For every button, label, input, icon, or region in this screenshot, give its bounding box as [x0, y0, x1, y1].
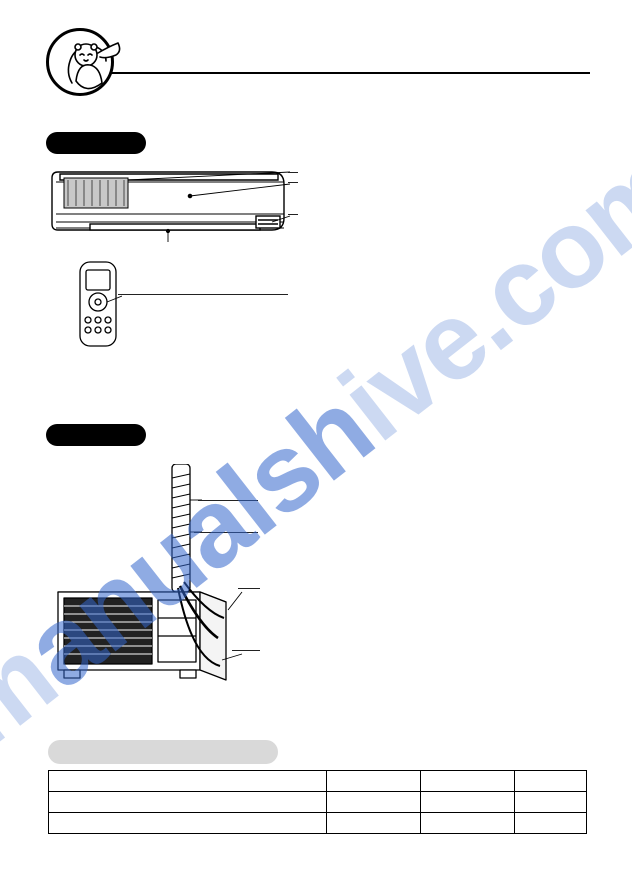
table-row: [49, 792, 587, 813]
indoor-callout-1: [288, 172, 298, 173]
outdoor-pipe-callout-1: [198, 500, 258, 501]
mascot-circle-icon: [46, 28, 114, 96]
table-row: [49, 771, 587, 792]
outdoor-unit-label-pill: [46, 424, 146, 446]
header-rule: [106, 72, 590, 74]
page-header: [46, 28, 590, 98]
outdoor-unit-diagram: [52, 464, 266, 694]
watermark-suffix: ive.com: [318, 123, 632, 464]
remote-control-diagram: [74, 260, 122, 350]
outdoor-low-callout: [232, 650, 260, 651]
indoor-unit-label-pill: [46, 132, 146, 154]
outdoor-mid-callout: [238, 588, 260, 589]
indoor-callout-2: [288, 182, 298, 183]
table-row: [49, 813, 587, 834]
accessories-table: [48, 770, 587, 834]
accessories-heading-lozenge: [48, 740, 278, 764]
remote-callout: [118, 294, 288, 295]
outdoor-pipe-callout-2: [194, 532, 258, 533]
indoor-callout-3: [288, 214, 298, 215]
indoor-unit-diagram: [50, 164, 292, 242]
